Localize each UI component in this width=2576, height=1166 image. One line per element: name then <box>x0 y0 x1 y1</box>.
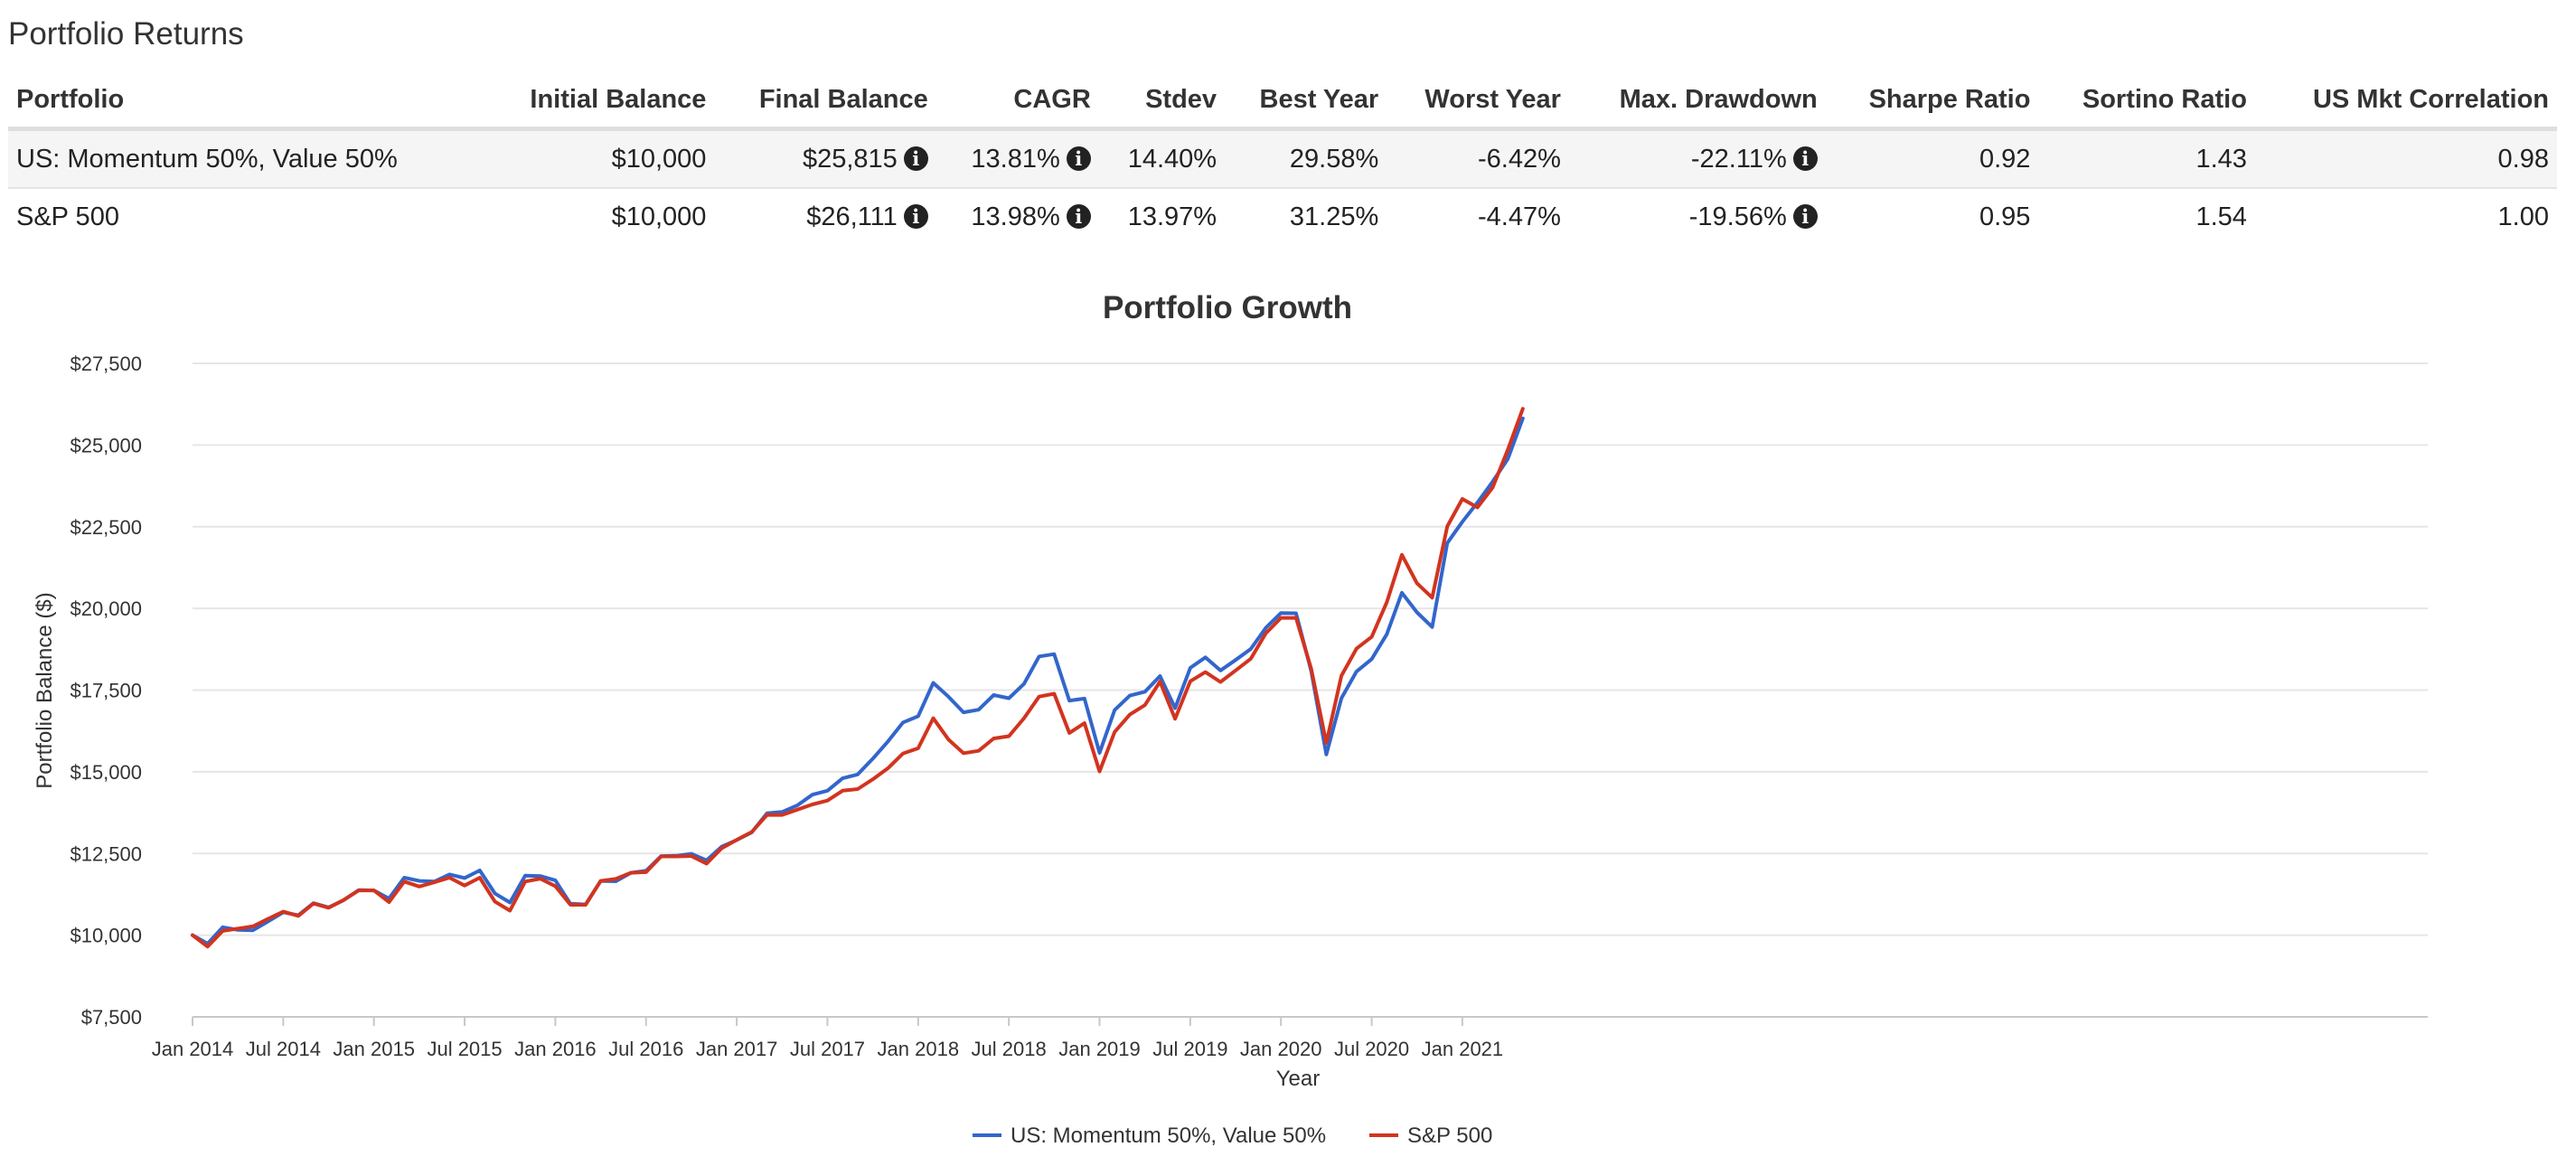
cell-initial-balance: $10,000 <box>611 202 707 231</box>
info-icon[interactable]: i <box>903 146 928 171</box>
final-balance-value: $25,815 <box>802 144 898 174</box>
x-axis-title: Year <box>1276 1067 1321 1091</box>
cell-initial-balance: $10,000 <box>484 128 715 189</box>
legend-item-series-1[interactable]: US: Momentum 50%, Value 50% <box>973 1124 1326 1148</box>
y-tick-label: $20,000 <box>70 597 142 620</box>
y-tick-label: $25,000 <box>70 434 142 456</box>
legend-label-series-2: S&P 500 <box>1407 1124 1492 1148</box>
x-tick-label: Jul 2016 <box>608 1038 683 1060</box>
cell-sharpe-ratio: 0.95 <box>1979 202 2031 231</box>
col-best-year[interactable]: Best Year <box>1225 72 1387 131</box>
portfolio-growth-chart: Portfolio Growth $7,500 $10,000 $12,500 $15… <box>33 290 2428 1148</box>
x-tick-label: Jul 2019 <box>1152 1038 1227 1060</box>
col-stdev[interactable]: Stdev <box>1098 72 1226 131</box>
cell-portfolio: US: Momentum 50%, Value 50% <box>8 128 484 189</box>
portfolio-returns-table: Portfolio Initial Balance Final Balance … <box>8 72 2557 245</box>
cell-cagr: 13.98% i <box>936 188 1099 245</box>
cell-portfolio: S&P 500 <box>16 202 119 231</box>
cell-worst-year: -6.42% <box>1387 128 1569 189</box>
x-tick-label: Jan 2015 <box>333 1038 415 1060</box>
info-icon[interactable]: i <box>1792 203 1818 229</box>
x-tick-label: Jul 2014 <box>246 1038 321 1060</box>
table-row: S&P 500 $10,000 $26,111 i 13.98% i 13.97% … <box>8 188 2557 245</box>
x-tick-label: Jan 2014 <box>152 1038 234 1060</box>
section-title: Portfolio Returns <box>8 16 244 52</box>
y-tick-label: $22,500 <box>70 516 142 539</box>
col-portfolio[interactable]: Portfolio <box>8 72 484 131</box>
y-tick-label: $7,500 <box>81 1006 142 1029</box>
table-row: US: Momentum 50%, Value 50% $10,000 $25,… <box>8 128 2557 189</box>
chart-title: Portfolio Growth <box>1103 290 1352 325</box>
x-tick-label: Jan 2016 <box>514 1038 597 1060</box>
cell-max-drawdown: -19.56% i <box>1569 188 1826 245</box>
x-tick-label: Jan 2019 <box>1058 1038 1141 1060</box>
info-icon[interactable]: i <box>1792 146 1818 171</box>
final-balance-value: $26,111 <box>806 202 898 231</box>
y-tick-label: $10,000 <box>70 925 142 947</box>
col-max-drawdown[interactable]: Max. Drawdown <box>1568 72 1826 131</box>
cell-best-year: 29.58% <box>1225 128 1387 189</box>
cell-worst-year: -4.47% <box>1477 202 1561 231</box>
cell-us-mkt-correlation: 0.98 <box>2254 128 2557 189</box>
info-icon[interactable]: i <box>1066 146 1091 171</box>
x-tick-label: Jul 2017 <box>790 1038 865 1060</box>
table-header-row: Portfolio Initial Balance Final Balance … <box>8 72 2557 131</box>
y-tick-label: $15,000 <box>70 761 142 784</box>
col-initial-balance[interactable]: Initial Balance <box>484 72 715 131</box>
y-tick-label: $12,500 <box>70 842 142 865</box>
y-tick-label: $17,500 <box>70 680 142 702</box>
cell-sortino-ratio: 1.54 <box>2195 202 2247 231</box>
x-tick-label: Jan 2017 <box>696 1038 778 1060</box>
cell-cagr: 13.81% i <box>935 128 1099 189</box>
cell-sharpe-ratio: 0.92 <box>1825 128 2039 189</box>
col-us-mkt-correlation[interactable]: US Mkt Correlation <box>2254 72 2557 131</box>
cell-final-balance: $26,111 i <box>714 188 935 245</box>
legend-item-series-2[interactable]: S&P 500 <box>1369 1124 1492 1148</box>
y-axis-title: Portfolio Balance ($) <box>33 592 57 788</box>
series-line-2[interactable] <box>191 407 1525 949</box>
cagr-value: 13.98% <box>971 202 1060 231</box>
col-worst-year[interactable]: Worst Year <box>1387 72 1569 131</box>
cell-max-drawdown: -22.11% i <box>1568 128 1826 189</box>
cell-stdev: 14.40% <box>1098 128 1226 189</box>
cell-us-mkt-correlation: 1.00 <box>2497 202 2549 231</box>
x-tick-label: Jul 2015 <box>427 1038 502 1060</box>
col-cagr[interactable]: CAGR <box>935 72 1099 131</box>
cell-stdev: 13.97% <box>1127 202 1217 231</box>
x-tick-label: Jan 2018 <box>878 1038 960 1060</box>
cell-sortino-ratio: 1.43 <box>2038 128 2255 189</box>
col-sortino-ratio[interactable]: Sortino Ratio <box>2038 72 2255 131</box>
cell-final-balance: $25,815 i <box>714 128 936 189</box>
col-final-balance[interactable]: Final Balance <box>714 72 936 131</box>
y-tick-label: $27,500 <box>70 353 142 375</box>
max-drawdown-value: -22.11% <box>1690 144 1787 174</box>
series-line-1[interactable] <box>191 416 1525 945</box>
legend-label-series-1: US: Momentum 50%, Value 50% <box>1011 1124 1326 1148</box>
x-tick-label: Jul 2018 <box>972 1038 1047 1060</box>
col-sharpe-ratio[interactable]: Sharpe Ratio <box>1825 72 2039 131</box>
info-icon[interactable]: i <box>903 203 928 229</box>
cagr-value: 13.81% <box>971 144 1060 174</box>
max-drawdown-value: -19.56% <box>1688 202 1787 231</box>
x-tick-label: Jul 2020 <box>1334 1038 1409 1060</box>
x-tick-label: Jan 2020 <box>1240 1038 1322 1060</box>
cell-best-year: 31.25% <box>1289 202 1379 231</box>
info-icon[interactable]: i <box>1066 203 1091 229</box>
x-tick-label: Jan 2021 <box>1422 1038 1504 1060</box>
